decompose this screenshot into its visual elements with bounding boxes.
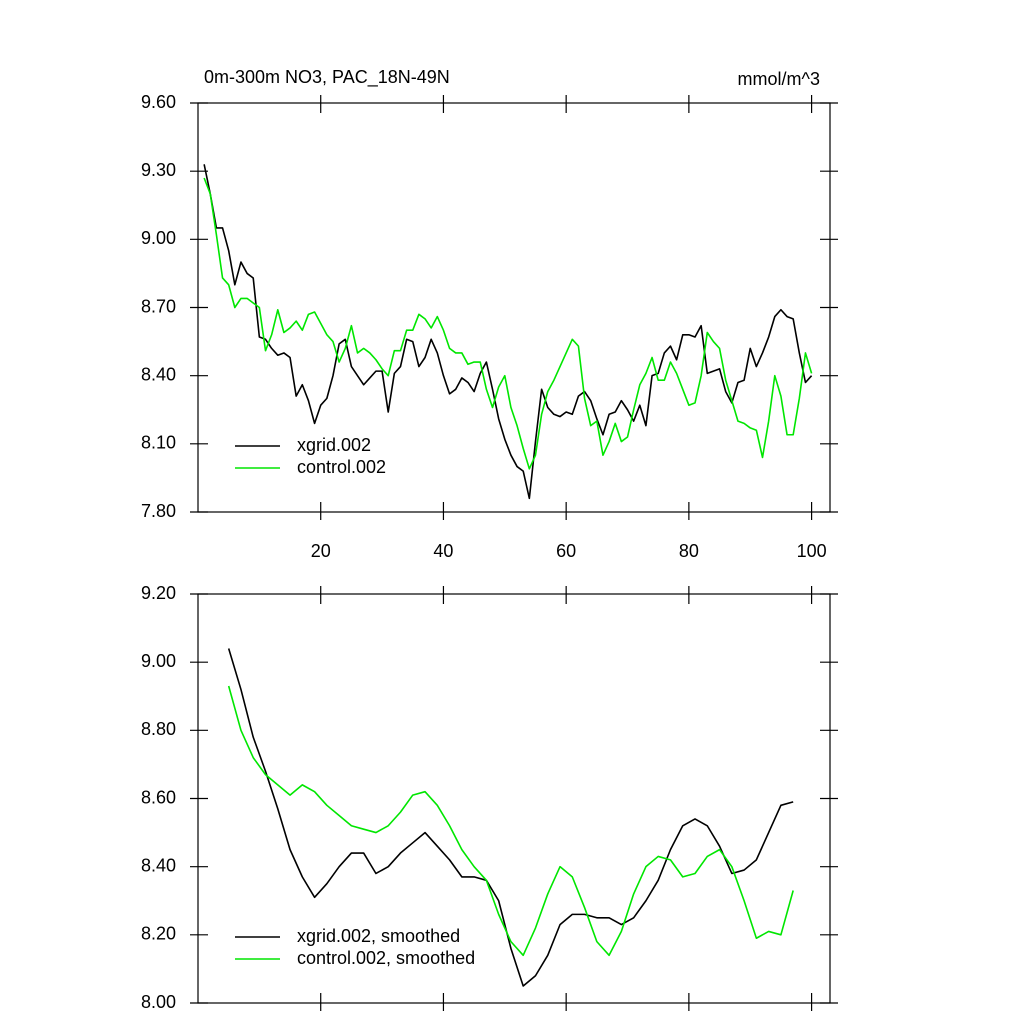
legend-label: control.002, smoothed [297,948,475,968]
x-tick-label: 20 [311,541,331,561]
data-line [227,685,794,957]
x-tick-label: 40 [433,541,453,561]
legend-label: control.002 [297,457,386,477]
y-tick-label: 8.20 [141,924,176,944]
legend-label: xgrid.002 [297,435,371,455]
x-tick-label: 60 [556,541,576,561]
units-label: mmol/m^3 [738,69,820,89]
y-tick-label: 8.60 [141,787,176,807]
y-tick-label: 8.70 [141,296,176,316]
y-tick-label: 7.80 [141,501,176,521]
data-line [203,177,813,470]
y-tick-label: 8.10 [141,433,176,453]
y-tick-label: 8.80 [141,719,176,739]
y-tick-label: 9.00 [141,651,176,671]
x-tick-label: 100 [797,541,827,561]
x-tick-label: 80 [679,541,699,561]
y-tick-label: 8.40 [141,855,176,875]
chart-title: 0m-300m NO3, PAC_18N-49N [204,67,450,88]
y-tick-label: 9.00 [141,228,176,248]
y-tick-label: 9.60 [141,92,176,112]
y-tick-label: 9.30 [141,160,176,180]
y-tick-label: 8.00 [141,992,176,1012]
data-line [227,648,794,987]
y-tick-label: 8.40 [141,364,176,384]
data-line [203,164,813,500]
legend-label: xgrid.002, smoothed [297,926,460,946]
y-tick-label: 9.20 [141,583,176,603]
